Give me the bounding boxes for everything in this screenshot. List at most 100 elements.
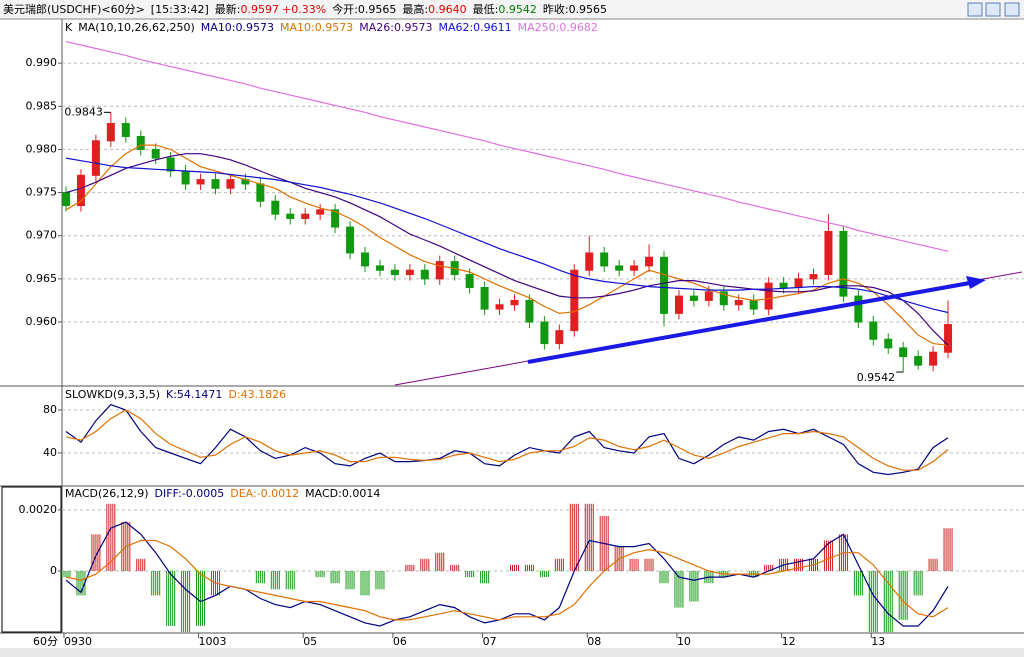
- legend-entry: MA250:0.9682: [518, 21, 598, 34]
- x-tick-label: 06: [393, 635, 407, 648]
- candle-body: [91, 140, 100, 176]
- x-tick-label: 13: [871, 635, 885, 648]
- series-line: [65, 41, 949, 252]
- candle-body: [899, 347, 908, 358]
- annotation: 0.9843: [64, 105, 103, 118]
- candle-body: [256, 183, 265, 202]
- button[interactable]: [1004, 2, 1020, 17]
- legend: SLOWKD(9,3,3,5) K:54.1471 D:43.1826: [65, 388, 286, 401]
- header-value: 0.9640: [428, 3, 467, 16]
- legend-entry: MACD:0.0014: [305, 487, 380, 500]
- trend-arrow: [527, 281, 971, 364]
- candle-body: [630, 265, 639, 271]
- candle-body: [704, 291, 713, 301]
- header-value: 0.9565: [358, 3, 397, 16]
- candle-body: [76, 174, 85, 207]
- header-label: 今开:: [332, 2, 358, 16]
- candle-body: [555, 330, 564, 345]
- y-tick-label: 0.990: [26, 56, 58, 69]
- panel-title: SLOWKD(9,3,3,5): [65, 388, 160, 401]
- x-tick-label: 0930: [64, 635, 92, 648]
- candle-body: [226, 179, 235, 189]
- candle-body: [570, 269, 579, 332]
- candle-body: [166, 157, 175, 172]
- candle-body: [794, 278, 803, 288]
- x-tick-label: 1003: [199, 635, 227, 648]
- candle-body: [62, 192, 70, 207]
- header-value: 0.9597: [241, 3, 280, 16]
- legend-entry: MA10:0.9573: [280, 21, 353, 34]
- candle-body: [361, 252, 369, 267]
- candle-body: [510, 299, 519, 306]
- header-value: +0.33%: [282, 3, 326, 16]
- header-value: 0.9565: [569, 3, 608, 16]
- x-tick-label: 05: [303, 635, 317, 648]
- x-tick-label: 07: [483, 635, 497, 648]
- panel: 40 80: [43, 403, 1024, 476]
- series-line: [65, 153, 949, 346]
- candle-body: [390, 269, 399, 276]
- legend-entry: K:54.1471: [166, 388, 222, 401]
- candle-body: [106, 123, 115, 142]
- series-line: [65, 144, 949, 346]
- candle-body: [405, 269, 414, 276]
- legend-entry: DEA:-0.0012: [230, 487, 299, 500]
- panel: 0.960 0.965 0.970 0.975 0.980 0.985 0.990 0.984…: [26, 41, 1024, 648]
- candle-body: [645, 256, 654, 267]
- candle-body: [944, 324, 953, 353]
- x-tick-label: 10: [677, 635, 691, 648]
- candle-body: [749, 299, 758, 310]
- y-tick-label: 0.0020: [19, 503, 58, 516]
- candle-body: [914, 356, 923, 366]
- candle-body: [346, 226, 355, 254]
- candle-body: [764, 282, 773, 310]
- candle-body: [854, 295, 863, 323]
- legend-text: MA(10,10,26,62,250): [78, 21, 195, 34]
- legend: K MA(10,10,26,62,250) MA10:0.9573 MA10:0.95…: [65, 21, 598, 34]
- header-label: 最高:: [402, 2, 428, 16]
- y-tick-label: 0: [50, 564, 57, 577]
- y-tick-label: 40: [43, 446, 57, 459]
- button[interactable]: [985, 2, 1001, 17]
- candle-body: [435, 261, 444, 280]
- y-tick-label: 0.985: [26, 99, 58, 112]
- candle-body: [585, 252, 594, 271]
- candle-body: [286, 213, 295, 219]
- plots: 0.960 0.965 0.970 0.975 0.980 0.985 0.990 0.984…: [19, 21, 1024, 648]
- candle-body: [181, 170, 190, 185]
- candle-body: [779, 282, 788, 288]
- candle-body: [495, 304, 504, 310]
- candle-body: [316, 209, 325, 215]
- annotation: 0.9542: [857, 371, 896, 384]
- legend-entry: D:43.1826: [228, 388, 286, 401]
- legend-text: MA10:0.9573: [201, 21, 274, 34]
- candle-body: [525, 299, 534, 323]
- candle-body: [151, 148, 160, 159]
- candle-body: [211, 179, 220, 189]
- header-bar: [0, 0, 1024, 19]
- candle-body: [420, 269, 429, 280]
- x-tick-label: 08: [587, 635, 601, 648]
- legend-entry: MA62:0.9611: [438, 21, 511, 34]
- header-label: 最低:: [473, 3, 499, 16]
- button[interactable]: [967, 2, 983, 17]
- candle-body: [301, 213, 310, 219]
- y-tick-label: 0.975: [26, 186, 58, 199]
- candle-body: [600, 252, 609, 267]
- panel-title: MACD(26,12,9): [65, 487, 149, 500]
- series-line: [65, 539, 949, 621]
- series-line: [65, 409, 949, 471]
- window-buttons[interactable]: [967, 2, 1020, 17]
- candle-body: [331, 209, 340, 228]
- candle-body: [689, 295, 698, 301]
- legend-entry: MA26:0.9573: [359, 21, 432, 34]
- panel: 0 0.0020: [19, 503, 1024, 633]
- candle-body: [196, 179, 205, 185]
- candle-body: [615, 265, 624, 271]
- candle-body: [929, 351, 938, 366]
- candle-body: [480, 286, 489, 310]
- candle-body: [375, 265, 384, 271]
